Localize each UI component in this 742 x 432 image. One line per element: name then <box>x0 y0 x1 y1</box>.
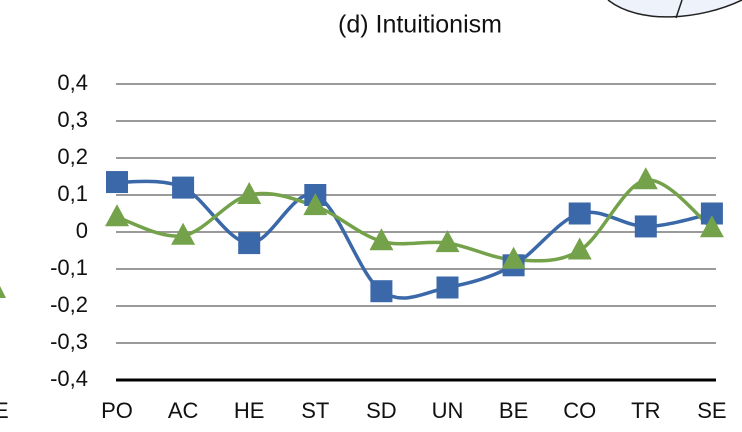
x-tick-label: BE <box>499 398 528 423</box>
marker-square <box>172 176 195 199</box>
x-tick-label: TR <box>631 398 660 423</box>
marker-triangle <box>435 230 460 253</box>
clipped-label: E <box>0 398 9 423</box>
marker-triangle <box>567 237 592 260</box>
series-line <box>116 179 713 300</box>
clipped-marker <box>0 286 6 298</box>
y-tick-label: 0 <box>76 218 88 243</box>
y-tick-label: 0,2 <box>57 144 88 169</box>
marker-square <box>370 280 393 303</box>
y-tick-label: -0,1 <box>50 255 88 280</box>
marker-triangle <box>303 193 328 216</box>
marker-triangle <box>105 204 129 227</box>
y-tick-label: -0,3 <box>50 329 88 354</box>
x-tick-label: PO <box>101 398 133 423</box>
x-tick-label: SE <box>697 398 726 423</box>
marker-square <box>634 215 657 238</box>
marker-triangle <box>699 215 724 238</box>
x-tick-label: AC <box>168 398 199 423</box>
y-tick-label: 0,4 <box>57 70 88 95</box>
marker-triangle <box>633 167 658 190</box>
clipped-shape <box>607 0 742 18</box>
y-tick-label: 0,1 <box>57 181 88 206</box>
y-tick-label: -0,2 <box>50 292 88 317</box>
marker-square <box>568 202 591 225</box>
x-tick-label: HE <box>234 398 265 423</box>
marker-triangle <box>501 246 526 269</box>
marker-triangle <box>369 228 394 251</box>
marker-triangle <box>237 182 262 204</box>
y-tick-label: -0,4 <box>50 366 88 391</box>
marker-square <box>700 202 723 225</box>
x-tick-label: SD <box>366 398 397 423</box>
marker-square <box>106 171 128 194</box>
x-tick-label: CO <box>563 398 596 423</box>
x-tick-label: UN <box>432 398 464 423</box>
clipped-shape-line <box>675 0 683 19</box>
series-line <box>116 178 714 263</box>
chart-title: (d) Intuitionism <box>338 11 502 39</box>
marker-square <box>238 232 261 255</box>
x-tick-label: ST <box>301 398 329 423</box>
y-tick-label: 0,3 <box>57 107 88 132</box>
marker-triangle <box>171 222 196 245</box>
marker-square <box>436 276 459 299</box>
